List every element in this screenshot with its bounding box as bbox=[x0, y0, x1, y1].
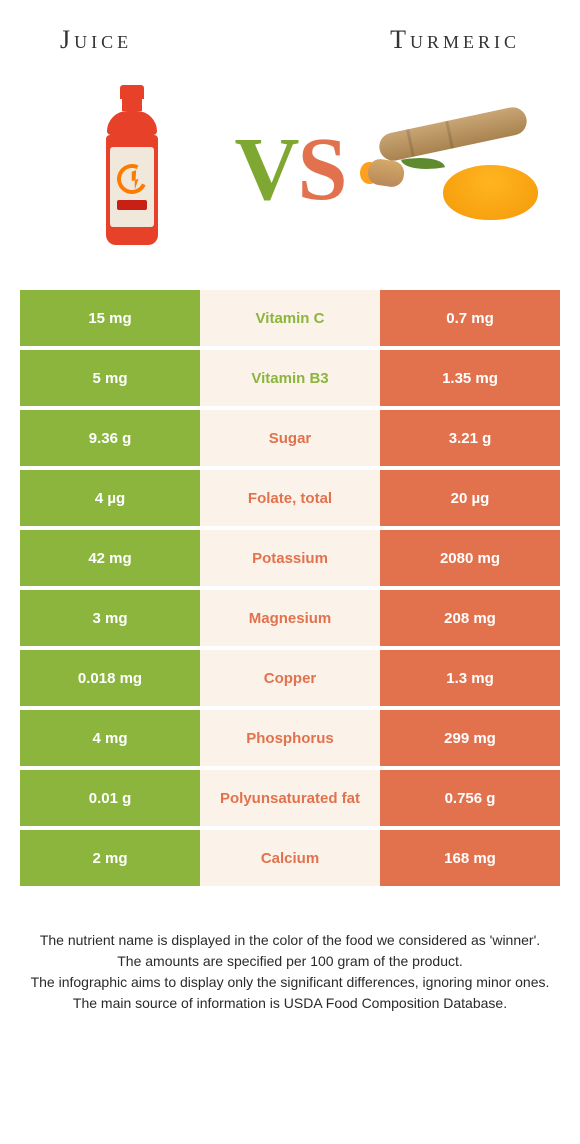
hero-row: VS bbox=[0, 60, 580, 290]
cell-right-value: 20 µg bbox=[380, 470, 560, 526]
header: Juice Turmeric bbox=[0, 0, 580, 60]
cell-nutrient-label: Copper bbox=[200, 650, 380, 706]
footer-line: The nutrient name is displayed in the co… bbox=[30, 930, 550, 951]
cell-left-value: 9.36 g bbox=[20, 410, 200, 466]
table-row: 5 mgVitamin B31.35 mg bbox=[20, 350, 560, 406]
table-row: 4 mgPhosphorus299 mg bbox=[20, 710, 560, 766]
table-row: 15 mgVitamin C0.7 mg bbox=[20, 290, 560, 346]
cell-right-value: 2080 mg bbox=[380, 530, 560, 586]
cell-left-value: 0.01 g bbox=[20, 770, 200, 826]
cell-left-value: 4 mg bbox=[20, 710, 200, 766]
title-left: Juice bbox=[60, 25, 132, 55]
cell-nutrient-label: Polyunsaturated fat bbox=[200, 770, 380, 826]
table-row: 9.36 gSugar3.21 g bbox=[20, 410, 560, 466]
cell-nutrient-label: Vitamin C bbox=[200, 290, 380, 346]
cell-left-value: 2 mg bbox=[20, 830, 200, 886]
footer-line: The amounts are specified per 100 gram o… bbox=[30, 951, 550, 972]
footer-notes: The nutrient name is displayed in the co… bbox=[0, 890, 580, 1014]
cell-left-value: 0.018 mg bbox=[20, 650, 200, 706]
cell-nutrient-label: Potassium bbox=[200, 530, 380, 586]
juice-bottle-icon bbox=[102, 85, 162, 255]
table-row: 0.01 gPolyunsaturated fat0.756 g bbox=[20, 770, 560, 826]
cell-right-value: 1.35 mg bbox=[380, 350, 560, 406]
cell-right-value: 0.756 g bbox=[380, 770, 560, 826]
cell-right-value: 0.7 mg bbox=[380, 290, 560, 346]
vs-label: VS bbox=[234, 125, 345, 215]
cell-right-value: 3.21 g bbox=[380, 410, 560, 466]
cell-left-value: 15 mg bbox=[20, 290, 200, 346]
cell-nutrient-label: Sugar bbox=[200, 410, 380, 466]
cell-left-value: 5 mg bbox=[20, 350, 200, 406]
cell-left-value: 3 mg bbox=[20, 590, 200, 646]
hero-image-left bbox=[30, 85, 234, 255]
cell-right-value: 208 mg bbox=[380, 590, 560, 646]
cell-nutrient-label: Phosphorus bbox=[200, 710, 380, 766]
footer-line: The infographic aims to display only the… bbox=[30, 972, 550, 993]
title-right: Turmeric bbox=[390, 25, 520, 55]
cell-nutrient-label: Folate, total bbox=[200, 470, 380, 526]
cell-right-value: 299 mg bbox=[380, 710, 560, 766]
cell-left-value: 42 mg bbox=[20, 530, 200, 586]
table-row: 0.018 mgCopper1.3 mg bbox=[20, 650, 560, 706]
table-row: 4 µgFolate, total20 µg bbox=[20, 470, 560, 526]
turmeric-icon bbox=[358, 110, 538, 230]
cell-nutrient-label: Calcium bbox=[200, 830, 380, 886]
footer-line: The main source of information is USDA F… bbox=[30, 993, 550, 1014]
table-row: 2 mgCalcium168 mg bbox=[20, 830, 560, 886]
cell-right-value: 1.3 mg bbox=[380, 650, 560, 706]
cell-nutrient-label: Vitamin B3 bbox=[200, 350, 380, 406]
table-row: 3 mgMagnesium208 mg bbox=[20, 590, 560, 646]
cell-nutrient-label: Magnesium bbox=[200, 590, 380, 646]
hero-image-right bbox=[346, 110, 550, 230]
cell-right-value: 168 mg bbox=[380, 830, 560, 886]
cell-left-value: 4 µg bbox=[20, 470, 200, 526]
table-row: 42 mgPotassium2080 mg bbox=[20, 530, 560, 586]
comparison-table: 15 mgVitamin C0.7 mg5 mgVitamin B31.35 m… bbox=[20, 290, 560, 886]
